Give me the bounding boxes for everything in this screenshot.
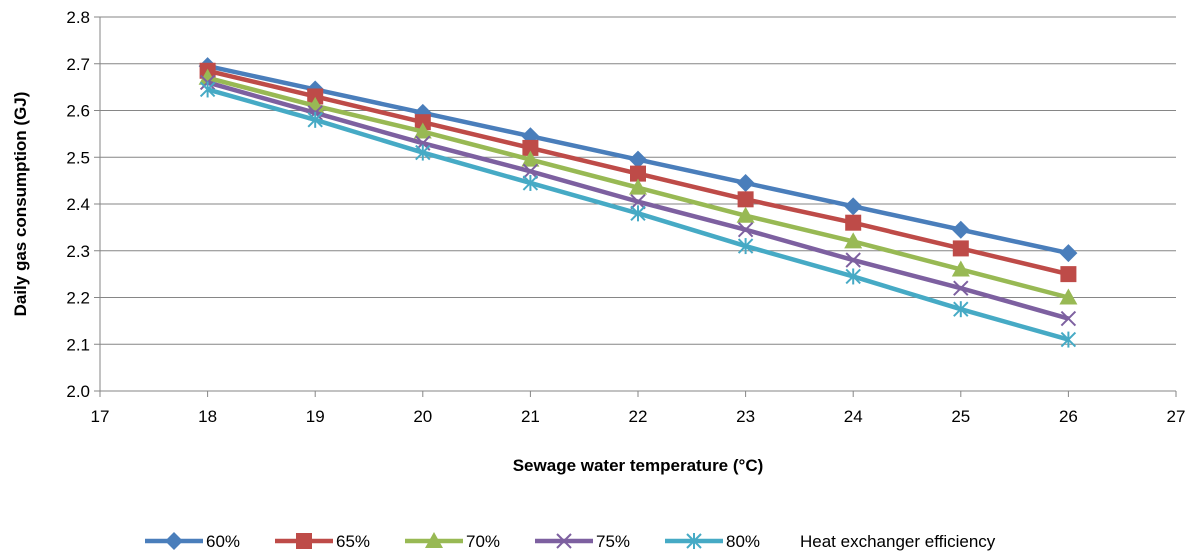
data-point <box>736 173 755 192</box>
y-tick-label: 2.0 <box>66 382 90 401</box>
series-75-percent <box>199 74 1077 327</box>
data-point <box>629 150 647 169</box>
series-65-percent <box>199 62 1077 283</box>
x-tick-label: 26 <box>1059 407 1078 426</box>
data-point <box>845 252 861 268</box>
data-point <box>737 222 754 238</box>
legend-label: 75% <box>596 532 630 551</box>
x-axis-title: Sewage water temperature (°C) <box>513 456 764 475</box>
y-tick-label: 2.5 <box>66 148 90 167</box>
data-point <box>414 114 431 131</box>
y-tick-label: 2.6 <box>66 102 90 121</box>
x-tick-label: 20 <box>413 407 432 426</box>
legend-item: 70% <box>405 532 500 551</box>
data-point <box>630 193 646 210</box>
data-point <box>522 139 539 156</box>
data-point <box>1060 266 1077 283</box>
legend-marker <box>425 532 443 548</box>
x-tick-label: 25 <box>951 407 970 426</box>
data-point <box>736 206 755 223</box>
x-tick-label: 23 <box>736 407 755 426</box>
tick-labels: 2.0 2.1 2.2 2.3 2.4 2.5 2.6 2.7 2.8 17 18 19 20 21 22 2… <box>66 8 1185 426</box>
data-point <box>199 81 216 98</box>
y-tick-label: 2.1 <box>66 335 90 354</box>
x-tick-label: 22 <box>629 407 648 426</box>
data-point <box>413 122 432 139</box>
legend-item: 80% <box>665 532 760 551</box>
data-point <box>953 280 969 296</box>
data-point <box>845 214 862 231</box>
data-point <box>844 232 863 249</box>
x-tick-label: 27 <box>1167 407 1186 426</box>
legend-marker <box>556 533 572 549</box>
legend-item: 60% <box>145 532 240 551</box>
legend-marker <box>165 532 183 550</box>
series-60-percent <box>198 57 1078 263</box>
axes <box>94 16 1177 397</box>
legend-label: 60% <box>206 532 240 551</box>
series-80-percent <box>199 81 1077 348</box>
data-point <box>951 260 970 277</box>
data-point <box>630 165 646 182</box>
data-point <box>307 88 324 105</box>
legend-title: Heat exchanger efficiency <box>800 532 996 551</box>
y-tick-label: 2.7 <box>66 55 90 74</box>
data-point <box>1059 288 1078 305</box>
data-series <box>198 57 1078 348</box>
data-point <box>845 268 861 285</box>
data-point <box>521 150 540 167</box>
data-point <box>844 197 863 216</box>
x-tick-label: 21 <box>521 407 540 426</box>
data-point <box>522 163 539 179</box>
y-tick-label: 2.3 <box>66 242 90 261</box>
legend-marker <box>686 533 702 549</box>
legend-item: 65% <box>275 532 370 551</box>
data-point <box>415 144 431 161</box>
x-tick-label: 18 <box>198 407 217 426</box>
data-point <box>629 178 647 195</box>
y-tick-label: 2.2 <box>66 289 90 308</box>
data-point <box>307 111 323 128</box>
legend-label: 65% <box>336 532 370 551</box>
legend-item: 75% <box>535 532 630 551</box>
y-tick-label: 2.4 <box>66 195 90 214</box>
series-70-percent <box>198 68 1078 305</box>
data-point <box>737 238 754 255</box>
x-tick-label: 24 <box>844 407 863 426</box>
y-axis-title: Daily gas consumption (GJ) <box>11 92 30 317</box>
x-tick-label: 19 <box>306 407 325 426</box>
legend: 60% 65% 70% 75% 80% Heat exchanger efficiency <box>145 532 996 551</box>
data-point <box>737 191 754 208</box>
data-point <box>1059 244 1078 263</box>
x-tick-label: 17 <box>91 407 110 426</box>
data-point <box>198 68 217 85</box>
data-point <box>952 240 969 257</box>
data-point <box>951 220 970 239</box>
y-tick-label: 2.8 <box>66 8 90 27</box>
legend-marker <box>296 533 312 549</box>
data-point <box>630 205 646 222</box>
data-point <box>1060 310 1077 327</box>
data-point <box>1060 331 1077 348</box>
legend-label: 70% <box>466 532 500 551</box>
data-point <box>953 301 969 318</box>
legend-label: 80% <box>726 532 760 551</box>
data-point <box>522 174 539 191</box>
